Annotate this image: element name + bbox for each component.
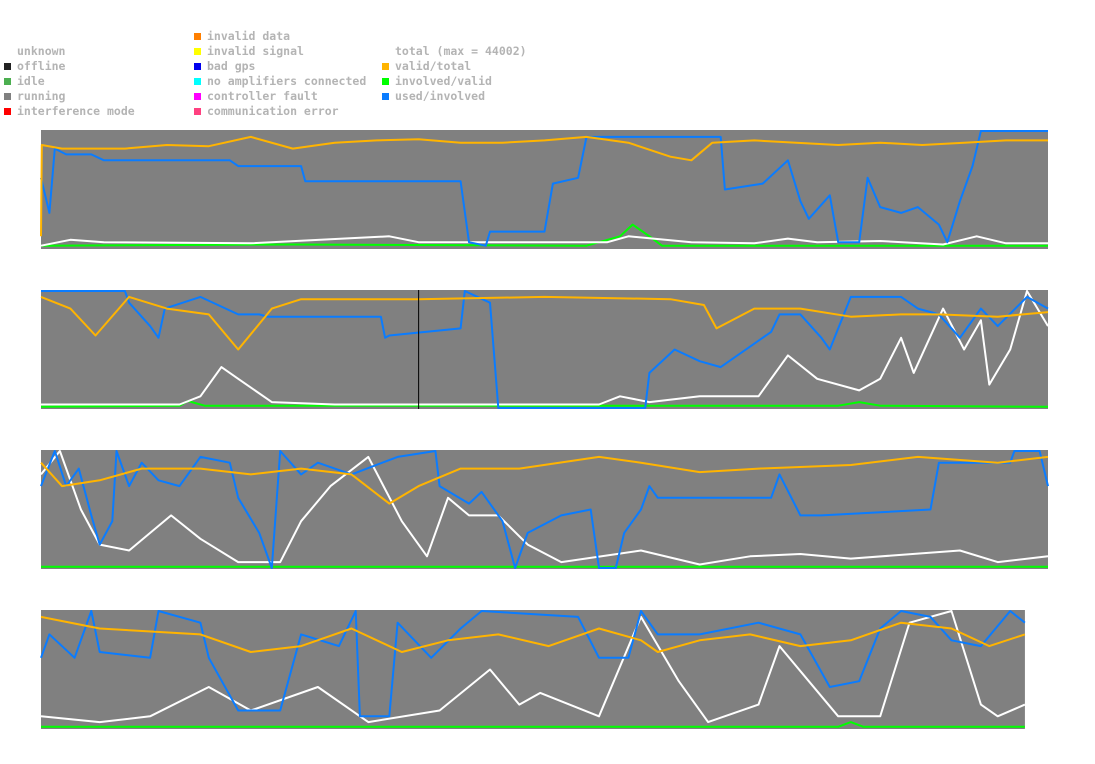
series-line-valid-total <box>40 455 1049 505</box>
legend-swatch <box>194 33 201 40</box>
series-line-involved-valid <box>41 721 1025 728</box>
legend-label: idle <box>17 74 45 88</box>
legend-label: bad gps <box>207 59 256 73</box>
legend-swatch <box>4 108 11 115</box>
legend-swatch <box>4 63 11 70</box>
legend-swatch <box>194 48 201 55</box>
legend-swatch <box>382 48 389 55</box>
series-line-valid-total <box>40 615 1026 653</box>
legend-label: communication error <box>207 104 339 118</box>
legend-item: invalid data <box>194 29 291 44</box>
series-line-used-involved <box>40 130 1048 247</box>
legend-label: unknown <box>17 44 66 58</box>
legend-item: offline <box>4 59 66 74</box>
legend-label: invalid data <box>207 29 291 43</box>
legend-swatch <box>4 78 11 85</box>
chart-panel <box>40 290 1049 409</box>
legend-item: running <box>4 89 66 104</box>
series-line-valid-total <box>40 135 1048 237</box>
legend-item: idle <box>4 74 45 89</box>
legend-item: used/involved <box>382 89 486 104</box>
legend-label: running <box>17 89 66 103</box>
legend-item: invalid signal <box>194 44 304 59</box>
legend-swatch <box>382 63 389 70</box>
legend-item: unknown <box>4 44 66 59</box>
legend-label: involved/valid <box>395 74 492 88</box>
panel-background <box>41 610 1025 729</box>
series-line-total <box>40 450 1049 566</box>
legend-label: no amplifiers connected <box>207 74 367 88</box>
legend-item: total (max = 44002) <box>382 44 527 59</box>
series-line-involved-valid <box>40 223 1048 247</box>
legend-label: used/involved <box>395 89 486 103</box>
legend-label: invalid signal <box>207 44 304 58</box>
legend-swatch <box>194 63 201 70</box>
legend-item: communication error <box>194 104 339 119</box>
chart-panel <box>40 130 1048 249</box>
legend-label: valid/total <box>395 59 472 73</box>
chart-panel <box>40 610 1026 729</box>
series-line-used-involved <box>40 450 1049 569</box>
series-line-total <box>40 235 1048 247</box>
series-line-used-involved <box>41 290 1049 409</box>
legend-label: controller fault <box>207 89 318 103</box>
legend-label: interference mode <box>17 104 135 118</box>
legend-swatch <box>194 93 201 100</box>
legend-swatch <box>194 108 201 115</box>
legend-swatch <box>4 48 11 55</box>
legend-item: controller fault <box>194 89 318 104</box>
legend-swatch <box>382 78 389 85</box>
series-line-valid-total <box>40 295 1049 351</box>
legend-item: involved/valid <box>382 74 492 89</box>
series-line-used-involved <box>40 610 1026 718</box>
panel-background <box>41 290 1048 409</box>
legend-item: interference mode <box>4 104 135 119</box>
legend-label: offline <box>17 59 66 73</box>
legend-item: no amplifiers connected <box>194 74 367 89</box>
series-line-total <box>41 290 1049 406</box>
legend-item: bad gps <box>194 59 256 74</box>
legend-label: total (max = 44002) <box>395 44 527 58</box>
legend-swatch <box>4 93 11 100</box>
legend-swatch <box>382 93 389 100</box>
legend-item: valid/total <box>382 59 472 74</box>
legend-swatch <box>194 78 201 85</box>
chart-panel <box>40 450 1049 569</box>
